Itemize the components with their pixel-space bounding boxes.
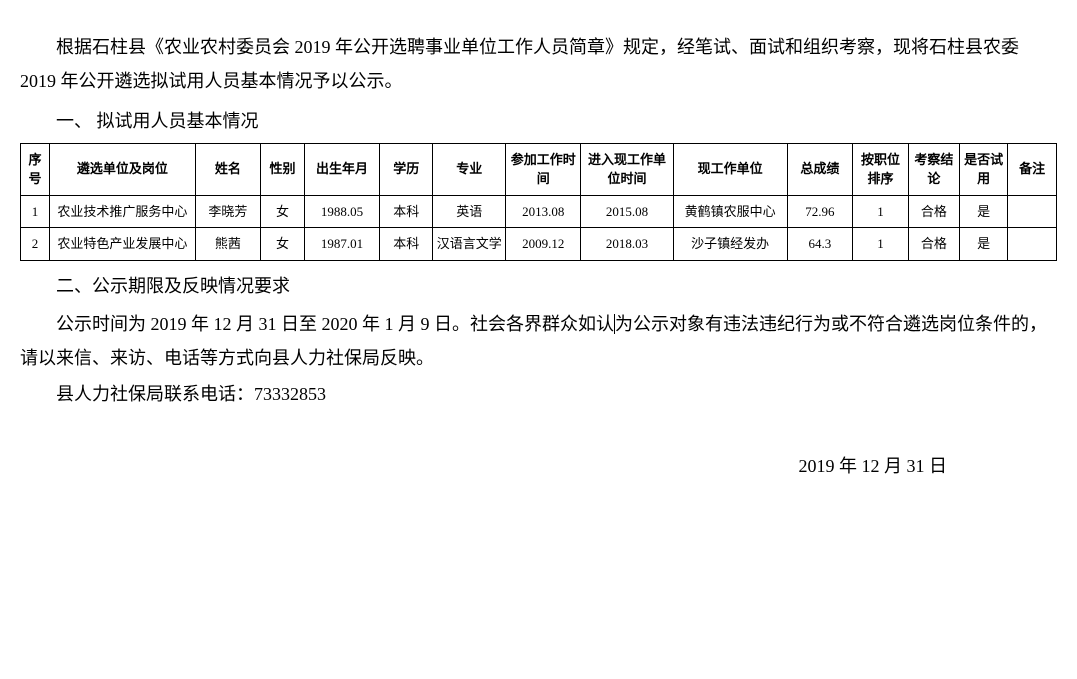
- cell-note: [1008, 228, 1057, 261]
- section-1-title: 一、 拟试用人员基本情况: [20, 104, 1057, 138]
- cell-eval: 合格: [908, 228, 959, 261]
- th-score: 总成绩: [787, 143, 853, 195]
- th-major: 专业: [433, 143, 506, 195]
- table-header-row: 序号 遴选单位及岗位 姓名 性别 出生年月 学历 专业 参加工作时间 进入现工作…: [21, 143, 1057, 195]
- cell-current: 2015.08: [581, 195, 673, 228]
- cell-edu: 本科: [380, 195, 433, 228]
- th-sex: 性别: [261, 143, 305, 195]
- cell-name: 熊茜: [195, 228, 261, 261]
- th-index: 序号: [21, 143, 50, 195]
- contact-phone: 县人力社保局联系电话：73332853: [20, 377, 1057, 411]
- th-unit: 遴选单位及岗位: [50, 143, 196, 195]
- cell-join: 2009.12: [506, 228, 581, 261]
- cell-rank: 1: [853, 228, 909, 261]
- cell-workplace: 沙子镇经发办: [673, 228, 787, 261]
- cell-trial: 是: [959, 195, 1008, 228]
- period-text-a: 公示时间为 2019 年 12 月 31 日至 2020 年 1 月 9 日。社…: [56, 314, 614, 334]
- cell-index: 2: [21, 228, 50, 261]
- th-rank: 按职位排序: [853, 143, 909, 195]
- th-workplace: 现工作单位: [673, 143, 787, 195]
- cell-sex: 女: [261, 195, 305, 228]
- table-row: 2 农业特色产业发展中心 熊茜 女 1987.01 本科 汉语言文学 2009.…: [21, 228, 1057, 261]
- cell-birth: 1987.01: [304, 228, 379, 261]
- cell-eval: 合格: [908, 195, 959, 228]
- th-eval: 考察结论: [908, 143, 959, 195]
- th-birth: 出生年月: [304, 143, 379, 195]
- period-paragraph: 公示时间为 2019 年 12 月 31 日至 2020 年 1 月 9 日。社…: [20, 307, 1057, 375]
- cell-birth: 1988.05: [304, 195, 379, 228]
- cell-name: 李晓芳: [195, 195, 261, 228]
- cell-major: 英语: [433, 195, 506, 228]
- th-name: 姓名: [195, 143, 261, 195]
- cell-note: [1008, 195, 1057, 228]
- cell-rank: 1: [853, 195, 909, 228]
- cell-edu: 本科: [380, 228, 433, 261]
- th-edu: 学历: [380, 143, 433, 195]
- th-join: 参加工作时间: [506, 143, 581, 195]
- candidates-table: 序号 遴选单位及岗位 姓名 性别 出生年月 学历 专业 参加工作时间 进入现工作…: [20, 143, 1057, 261]
- cell-index: 1: [21, 195, 50, 228]
- th-current: 进入现工作单位时间: [581, 143, 673, 195]
- cell-join: 2013.08: [506, 195, 581, 228]
- cell-sex: 女: [261, 228, 305, 261]
- th-note: 备注: [1008, 143, 1057, 195]
- cell-trial: 是: [959, 228, 1008, 261]
- table-row: 1 农业技术推广服务中心 李晓芳 女 1988.05 本科 英语 2013.08…: [21, 195, 1057, 228]
- intro-paragraph: 根据石柱县《农业农村委员会 2019 年公开选聘事业单位工作人员简章》规定，经笔…: [20, 30, 1057, 98]
- th-trial: 是否试用: [959, 143, 1008, 195]
- cell-unit: 农业技术推广服务中心: [50, 195, 196, 228]
- cell-score: 64.3: [787, 228, 853, 261]
- cell-unit: 农业特色产业发展中心: [50, 228, 196, 261]
- section-2-title: 二、公示期限及反映情况要求: [20, 269, 1057, 303]
- cell-score: 72.96: [787, 195, 853, 228]
- cell-major: 汉语言文学: [433, 228, 506, 261]
- document-date: 2019 年 12 月 31 日: [20, 449, 1057, 483]
- cell-workplace: 黄鹤镇农服中心: [673, 195, 787, 228]
- cell-current: 2018.03: [581, 228, 673, 261]
